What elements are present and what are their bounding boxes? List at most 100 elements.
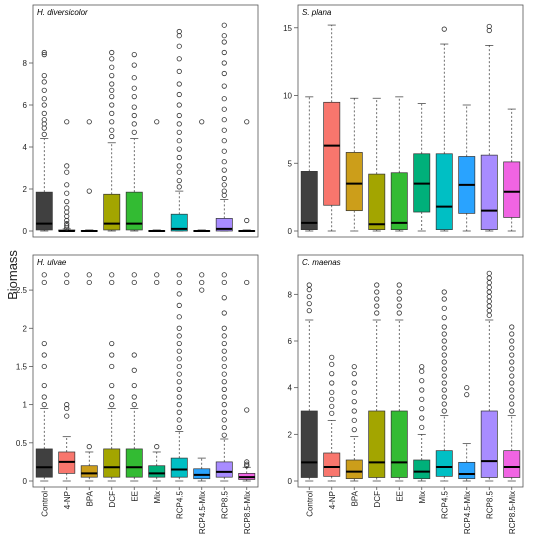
- outlier-point: [176, 163, 182, 169]
- outlier-point: [41, 73, 47, 79]
- box-iqr: [435, 153, 453, 230]
- outlier-point: [419, 364, 425, 370]
- box-iqr: [170, 457, 188, 478]
- panel-title: C. maenas: [302, 258, 341, 267]
- y-tick-label: 0: [288, 477, 293, 486]
- box-iqr: [80, 465, 98, 478]
- outlier-point: [509, 359, 515, 365]
- outlier-point: [486, 284, 492, 290]
- outlier-point: [41, 102, 47, 108]
- outlier-point: [486, 312, 492, 318]
- outlier-point: [441, 352, 447, 358]
- y-tick-label: 4: [23, 143, 28, 152]
- panel-title: H. diversicolor: [37, 8, 88, 17]
- panel-3: H. ulvae 0 0.5 1 1.5 2 2.5 Control 4-NP BPA DCF EE M…: [16, 254, 259, 534]
- box-iqr: [368, 410, 386, 478]
- outlier-point: [509, 338, 515, 344]
- x-tick-label: RCP8.5: [220, 490, 229, 519]
- outlier-point: [176, 417, 182, 423]
- outlier-point: [131, 394, 137, 400]
- outlier-point: [86, 188, 92, 194]
- outlier-point: [244, 459, 250, 465]
- outlier-point: [221, 272, 227, 278]
- box-EE: [390, 96, 408, 232]
- box-RCP4.5: [170, 28, 188, 232]
- outlier-point: [176, 314, 182, 320]
- box-iqr: [125, 448, 143, 478]
- outlier-point: [86, 444, 92, 450]
- outlier-point: [221, 295, 227, 301]
- outlier-point: [509, 373, 515, 379]
- outlier-point: [374, 282, 380, 288]
- box-iqr: [300, 171, 318, 230]
- outlier-point: [221, 379, 227, 385]
- outlier-point: [374, 289, 380, 295]
- panel-title: S. plana: [302, 8, 332, 17]
- x-tick-label: 4-NP: [328, 491, 337, 509]
- outlier-point: [441, 324, 447, 330]
- box-BPA: [345, 364, 363, 482]
- outlier-point: [441, 401, 447, 407]
- outlier-point: [221, 279, 227, 286]
- box-iqr: [390, 410, 408, 478]
- outlier-point: [199, 272, 205, 278]
- outlier-point: [441, 305, 447, 311]
- box-Mix: [148, 272, 166, 482]
- box-RCP8.5: [480, 23, 498, 232]
- outlier-point: [131, 367, 137, 373]
- y-tick-label: 8: [288, 290, 293, 299]
- outlier-point: [176, 184, 182, 190]
- outlier-point: [221, 432, 227, 438]
- box-iqr: [215, 461, 233, 478]
- box-iqr: [390, 172, 408, 230]
- outlier-point: [221, 167, 227, 173]
- box-iqr: [35, 448, 53, 478]
- x-tick-label: Control: [40, 491, 49, 517]
- outlier-point: [176, 386, 182, 392]
- outlier-point: [64, 213, 70, 219]
- box-RCP8.5-Mix: [503, 324, 521, 482]
- outlier-point: [176, 81, 182, 87]
- outlier-point: [109, 340, 115, 347]
- box-4-NP: [58, 119, 76, 232]
- box-iqr: [368, 173, 386, 230]
- box-RCP4.5-Mix: [458, 385, 476, 482]
- box-Control: [35, 49, 53, 232]
- outlier-point: [109, 402, 115, 408]
- outlier-point: [221, 188, 227, 194]
- box-iqr: [103, 193, 121, 231]
- outlier-point: [396, 310, 402, 316]
- outlier-point: [509, 345, 515, 351]
- y-tick-label: 2: [23, 324, 28, 333]
- outlier-point: [176, 348, 182, 354]
- box-RCP8.5-Mix: [238, 279, 256, 482]
- outlier-point: [509, 401, 515, 407]
- outlier-point: [244, 217, 250, 224]
- outlier-point: [41, 279, 47, 286]
- outlier-point: [41, 382, 47, 389]
- y-tick-label: 0: [288, 227, 293, 236]
- outlier-point: [109, 64, 115, 70]
- outlier-point: [221, 96, 227, 102]
- box-iqr: [435, 450, 453, 477]
- outlier-point: [41, 49, 47, 56]
- outlier-point: [396, 296, 402, 302]
- y-tick-label: 2.5: [16, 286, 28, 295]
- outlier-point: [64, 279, 70, 286]
- box-iqr: [323, 452, 341, 477]
- outlier-point: [486, 289, 492, 295]
- outlier-point: [109, 73, 115, 79]
- panel-4: C. maenas 0 2 4 6 8 Control 4-NP BPA DCF EE Mix RCP4…: [288, 254, 524, 534]
- outlier-point: [374, 303, 380, 309]
- outlier-point: [64, 182, 70, 188]
- outlier-point: [64, 402, 70, 408]
- outlier-point: [374, 310, 380, 316]
- outlier-point: [486, 280, 492, 286]
- outlier-point: [154, 272, 160, 278]
- y-tick-label: 2: [23, 185, 28, 194]
- y-tick-label: 8: [23, 59, 28, 68]
- outlier-point: [441, 373, 447, 379]
- outlier-point: [131, 104, 137, 110]
- outlier-point: [41, 110, 47, 117]
